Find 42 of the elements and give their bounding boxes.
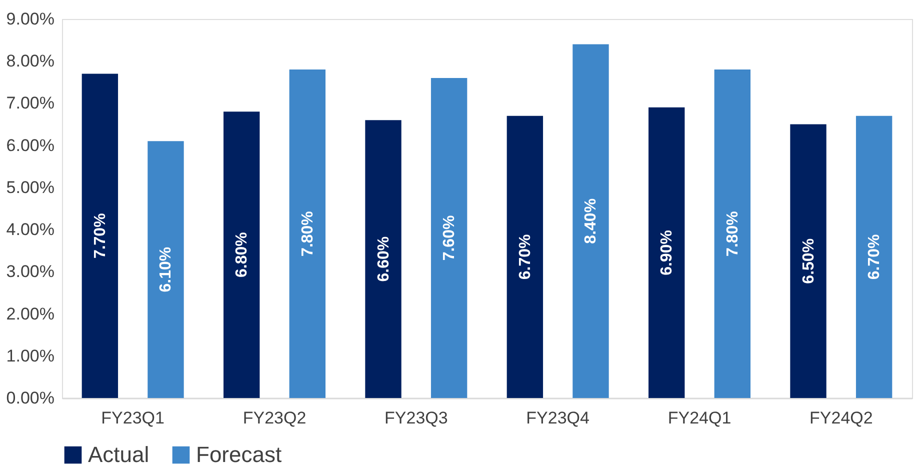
y-tick-label: 3.00% <box>6 262 54 282</box>
data-label: 7.60% <box>441 215 458 261</box>
data-label: 8.40% <box>582 198 600 244</box>
y-tick-label: 2.00% <box>6 304 54 324</box>
bar <box>790 124 826 398</box>
data-label: 6.60% <box>375 236 392 282</box>
x-tick-label: FY23Q2 <box>242 408 306 428</box>
bar <box>224 112 260 398</box>
x-tick-label: FY23Q1 <box>101 408 164 428</box>
x-tick-label: FY24Q1 <box>668 408 732 428</box>
bar <box>714 70 750 398</box>
data-label: 7.80% <box>299 211 316 256</box>
y-tick-label: 5.00% <box>6 178 54 197</box>
y-tick-label: 8.00% <box>6 52 54 71</box>
bar <box>856 116 892 398</box>
bar <box>430 78 468 398</box>
bar <box>82 74 118 398</box>
data-label: 6.50% <box>800 238 818 284</box>
bar <box>148 141 184 398</box>
bar <box>289 70 326 398</box>
y-tick-label: 0.00% <box>6 388 54 408</box>
data-label: 6.80% <box>234 232 251 278</box>
y-tick-label: 7.00% <box>6 94 54 113</box>
y-tick-label: 1.00% <box>6 346 54 366</box>
y-tick-label: 9.00% <box>6 10 54 28</box>
x-tick-label: FY23Q3 <box>384 408 448 428</box>
legend-label: Forecast <box>196 442 282 467</box>
bar <box>506 116 544 398</box>
bar <box>365 120 402 398</box>
bar <box>572 44 609 398</box>
y-tick-label: 4.00% <box>6 220 54 240</box>
x-tick-label: FY24Q2 <box>810 408 873 428</box>
data-label: 7.70% <box>92 213 109 259</box>
data-label: 6.10% <box>158 246 175 292</box>
legend-label: Actual <box>88 442 150 467</box>
data-label: 7.80% <box>724 211 742 256</box>
data-label: 6.70% <box>516 234 534 280</box>
data-label: 6.70% <box>866 234 884 280</box>
y-tick-label: 6.00% <box>6 136 54 155</box>
data-label: 6.90% <box>658 230 676 276</box>
x-tick-label: FY23Q4 <box>526 408 590 428</box>
bar <box>648 107 685 398</box>
